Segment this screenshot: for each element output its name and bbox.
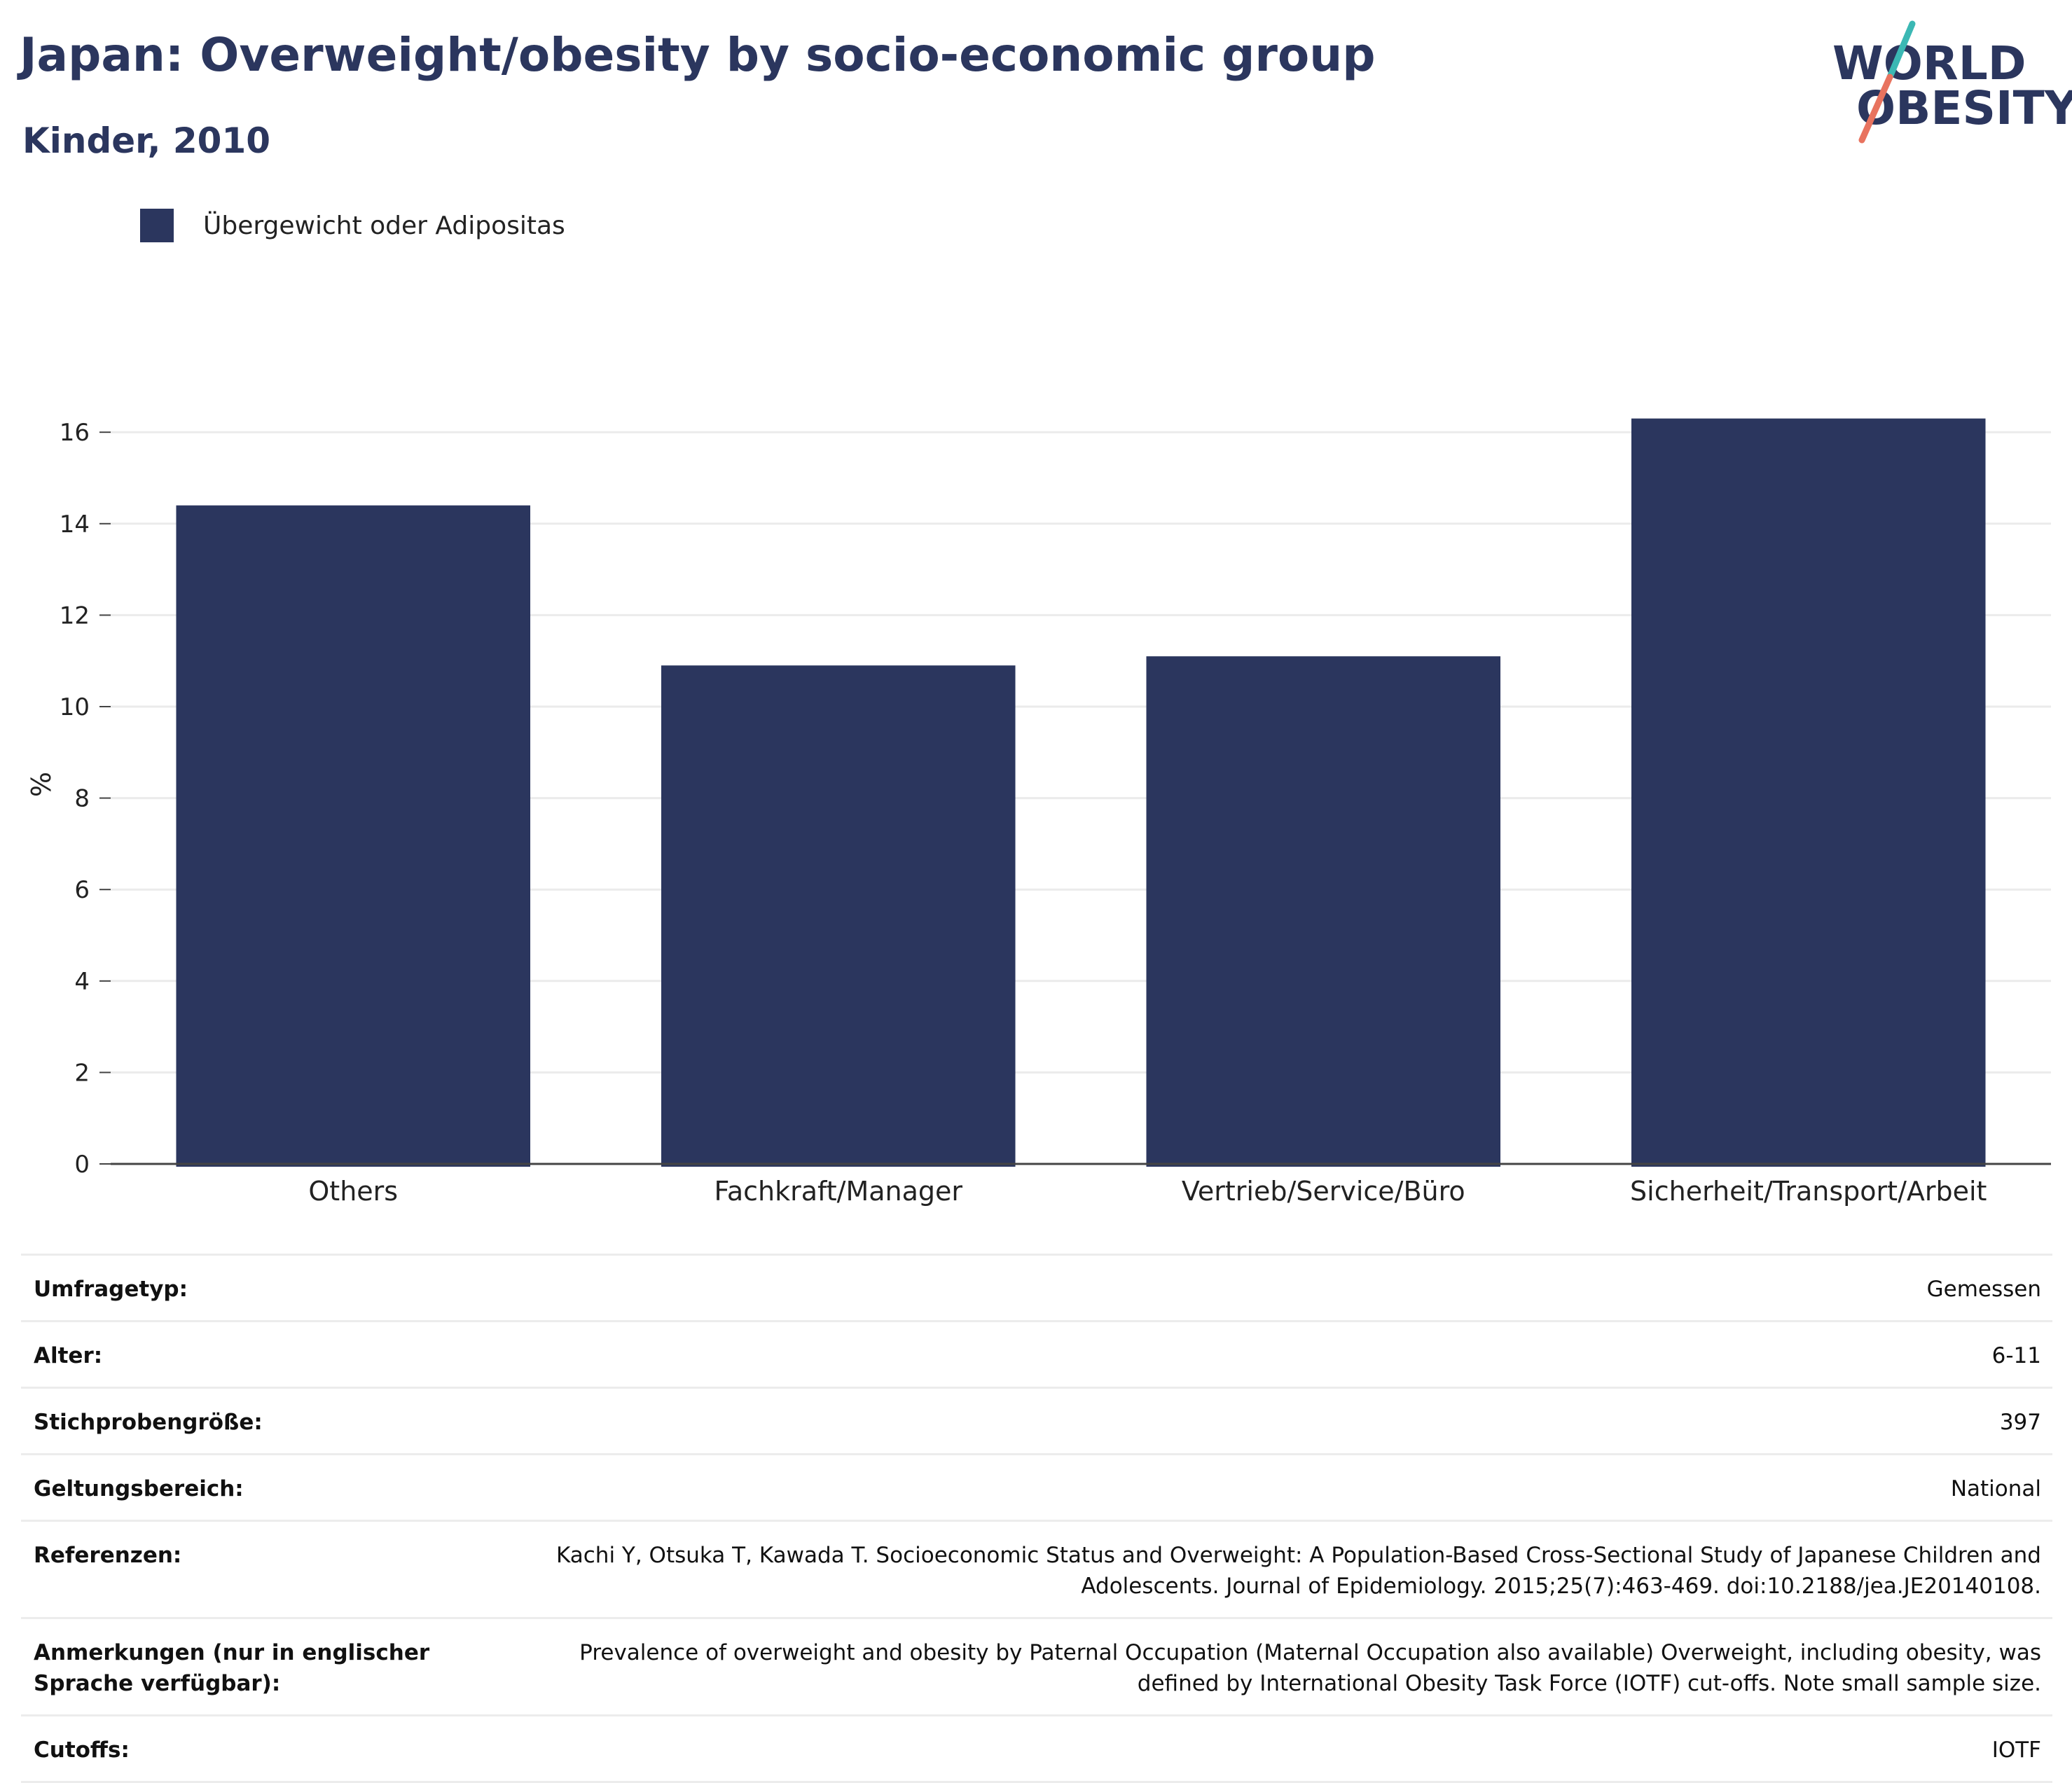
logo-slash-icon [1858,20,1916,144]
info-row: Umfragetyp: Gemessen [21,1254,2052,1320]
legend-swatch [140,209,174,242]
x-category-label: Sicherheit/Transport/Arbeit [1630,1176,1987,1207]
info-value: 397 [1999,1410,2041,1436]
info-value: IOTF [1991,1737,2041,1763]
x-category-label: Vertrieb/Service/Büro [1182,1176,1465,1207]
chart-bars [176,418,1986,1167]
y-tick-label: 8 [74,785,90,813]
info-row: Referenzen: Kachi Y, Otsuka T, Kawada T. … [21,1520,2052,1617]
bar [176,505,531,1167]
info-value: 6-11 [1991,1343,2041,1369]
y-tick-label: 12 [60,602,90,630]
info-row: Alter: 6-11 [21,1320,2052,1387]
x-category-label: Fachkraft/Manager [714,1176,962,1207]
x-axis-ticks: Others Fachkraft/Manager Vertrieb/Service/… [308,1176,1987,1207]
y-tick-label: 16 [60,419,90,447]
world-obesity-logo: WORLD OBESITY [1828,20,2072,146]
info-label: Anmerkungen (nur in englischer Sprache v… [34,1640,430,1697]
y-tick-label: 14 [60,511,90,539]
y-tick-label: 2 [74,1059,90,1087]
info-label: Umfragetyp: [34,1277,188,1302]
y-axis-ticks: 0 2 4 6 8 10 12 14 16 [60,419,111,1179]
info-value: Kachi Y, Otsuka T, Kawada T. Socioeconom… [555,1543,2041,1600]
logo-word-world: WORLD [1832,36,2026,90]
info-label: Cutoffs: [34,1737,130,1763]
info-value: Gemessen [1926,1277,2041,1302]
legend-label: Übergewicht oder Adipositas [203,211,565,240]
info-row: Geltungsbereich: National [21,1453,2052,1520]
bar [1631,418,1986,1167]
y-tick-label: 10 [60,693,90,721]
y-tick-label: 6 [74,876,90,904]
info-value: National [1950,1476,2041,1502]
info-label: Stichprobengröße: [34,1410,263,1436]
logo-word-obesity: OBESITY [1856,81,2072,135]
bar [661,665,1016,1167]
chart-title: Japan: Overweight/obesity by socio-econo… [20,28,1376,82]
info-label: Alter: [34,1343,103,1369]
y-tick-label: 4 [74,968,90,996]
chart-legend: Übergewicht oder Adipositas [140,209,565,242]
info-row: Stichprobengröße: 397 [21,1387,2052,1453]
y-tick-label: 0 [74,1151,90,1179]
y-axis-label: % [26,772,57,797]
x-category-label: Others [308,1176,398,1207]
info-label: Referenzen: [34,1543,182,1569]
info-label: Geltungsbereich: [34,1476,244,1502]
chart-subtitle: Kinder, 2010 [22,120,271,161]
info-row: Cutoffs: IOTF [21,1714,2052,1783]
bar [1146,656,1501,1167]
info-row: Anmerkungen (nur in englischer Sprache v… [21,1617,2052,1714]
bar-chart: 0 2 4 6 8 10 12 14 16 Others Fachkraft/Manager Ver… [26,418,2051,1207]
info-value: Prevalence of overweight and obesity by … [579,1640,2041,1697]
info-table: Umfragetyp: Gemessen Alter: 6-11 Stichproben… [21,1254,2052,1783]
